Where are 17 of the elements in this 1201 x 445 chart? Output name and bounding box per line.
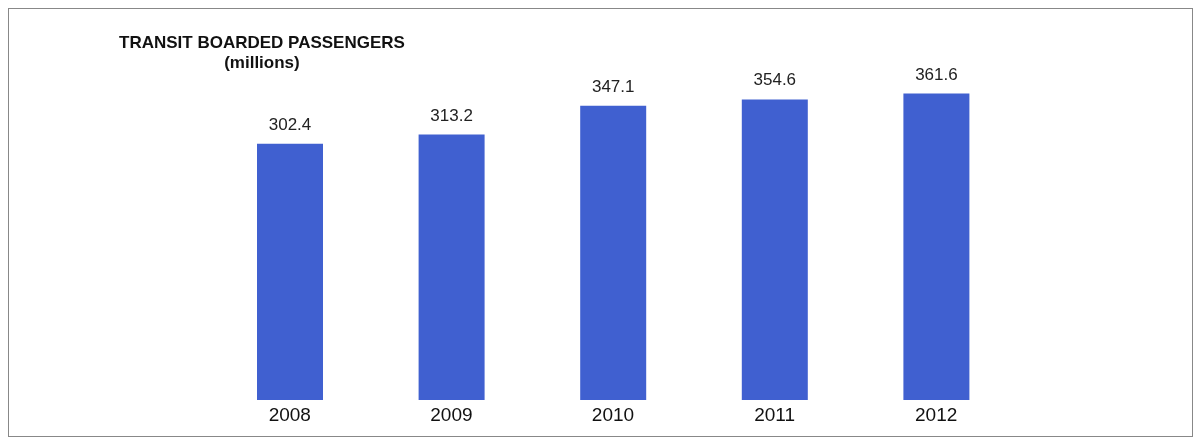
data-label: 313.2 [430,105,473,125]
data-label: 361.6 [915,64,958,84]
chart-subtitle: (millions) [223,53,301,73]
data-label: 302.4 [268,114,312,134]
bar [903,93,970,400]
x-tick-label: 2011 [754,404,796,426]
x-tick-label: 2012 [915,404,958,426]
data-label: 354.6 [753,70,797,90]
x-tick-label: 2010 [591,404,635,426]
data-label: 347.1 [591,76,635,96]
bar [257,143,323,400]
bar [741,99,808,400]
chart-title: TRANSIT BOARDED PASSENGERS [119,33,405,53]
bar [418,134,485,400]
x-tick-label: 2009 [430,404,473,426]
bar [580,105,647,400]
x-tick-label: 2008 [268,404,311,426]
